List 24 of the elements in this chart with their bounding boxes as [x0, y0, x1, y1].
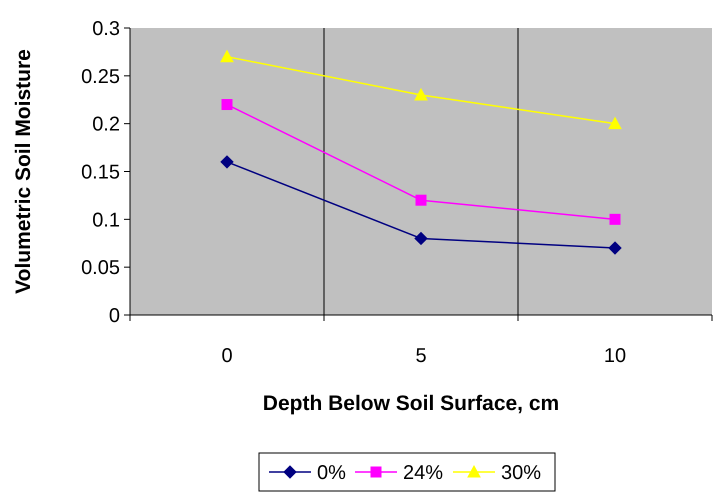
point: [608, 117, 622, 130]
x-axis-title: Depth Below Soil Surface, cm: [262, 392, 560, 415]
point: [220, 50, 234, 62]
point: [416, 194, 426, 206]
x-tick-label: 10: [604, 345, 626, 367]
legend-label: 0%: [317, 462, 346, 484]
y-tick-label: 0.25: [81, 66, 120, 88]
point: [608, 242, 622, 255]
point: [220, 155, 234, 168]
y-tick-label: 0: [108, 305, 120, 327]
legend-label: 30%: [501, 462, 542, 484]
y-axis-title: Volumetric Soil Moisture: [12, 49, 35, 294]
x-tick-label: 5: [415, 345, 427, 367]
y-tick-label: 0.1: [92, 209, 120, 232]
y-tick-label: 0.2: [92, 114, 120, 136]
point: [222, 99, 232, 110]
y-tick-label: 0.05: [81, 257, 120, 280]
y-tick-label: 0.3: [92, 18, 120, 40]
x-tick-label: 0: [221, 345, 233, 367]
legend-label: 24%: [403, 462, 444, 484]
y-tick-label: 0.15: [81, 162, 120, 184]
point: [414, 88, 428, 100]
point: [414, 232, 428, 245]
point: [610, 214, 620, 225]
